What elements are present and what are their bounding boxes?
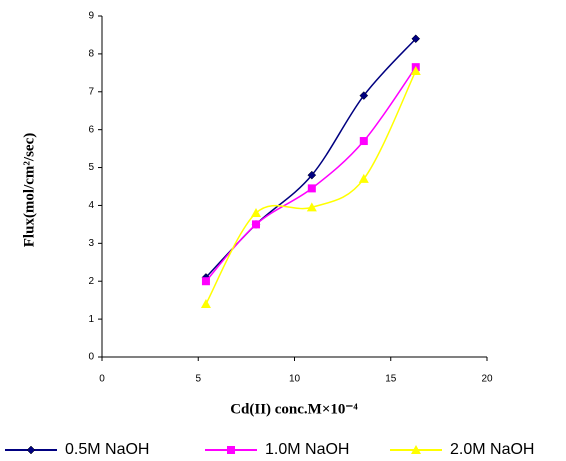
series-line [205,38,417,278]
marker [306,202,317,212]
y-axis-title: Flux(mol/cm²/sec) [21,133,37,247]
marker [252,220,260,229]
legend-text: 1.0M NaOH [265,441,349,458]
x-tick-label: 15 [385,374,397,385]
x-tick-label: 20 [481,374,493,385]
x-tick-label: 5 [195,374,201,385]
y-tick-label: 9 [88,11,94,22]
marker [359,137,368,146]
y-tick-label: 8 [88,49,94,60]
legend-text: 0.5M NaOH [65,441,149,458]
legend-text: 2.0M NaOH [450,441,534,458]
y-tick-label: 2 [88,276,94,287]
marker [411,34,421,44]
x-tick-label: 0 [99,374,105,385]
marker [410,65,421,75]
y-tick-label: 4 [88,200,94,211]
y-tick-label: 5 [88,162,94,173]
marker [201,277,210,286]
marker [200,298,211,308]
marker [26,445,36,455]
marker [307,170,317,180]
y-tick-label: 0 [88,352,94,363]
marker [359,91,369,100]
y-tick-label: 3 [88,238,94,249]
marker [307,184,316,193]
marker [358,173,369,183]
x-axis-title: Cd(II) conc.M×10⁻⁴ [230,401,358,417]
marker [227,446,235,454]
y-tick-label: 7 [88,86,94,97]
marker [251,208,261,218]
marker [411,445,421,454]
y-tick-label: 6 [88,124,94,135]
x-tick-label: 10 [289,374,301,385]
y-tick-label: 1 [88,314,94,325]
